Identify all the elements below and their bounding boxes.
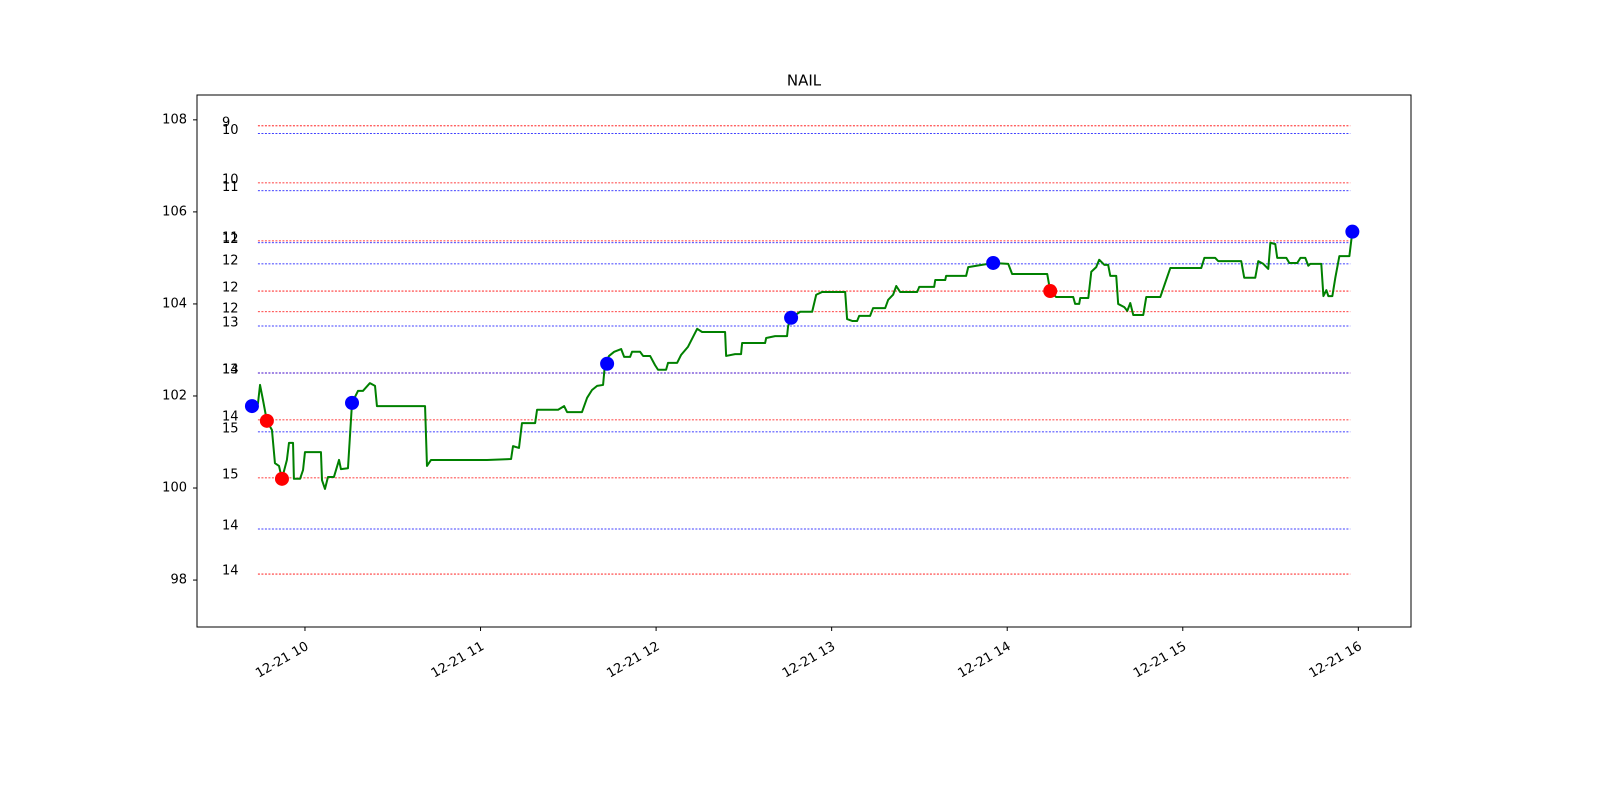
y-tick-label: 108 [162, 112, 187, 127]
level-label: 12 [222, 253, 239, 268]
signal-marker [259, 413, 274, 428]
signal-marker [345, 395, 360, 410]
level-label: 12 [222, 301, 239, 316]
level-label: 10 [222, 172, 239, 187]
y-tick-label: 100 [162, 481, 187, 496]
price-line [251, 231, 1354, 490]
level-label: 9 [222, 115, 230, 130]
y-tick-label: 106 [162, 204, 187, 219]
signal-marker [244, 399, 259, 414]
level-label: 14 [222, 564, 239, 579]
y-tick-label: 104 [162, 296, 187, 311]
y-tick-label: 98 [170, 573, 187, 588]
signal-marker [784, 310, 799, 325]
level-label: 12 [222, 281, 239, 296]
level-label: 13 [222, 316, 239, 331]
plot-frame [196, 94, 1412, 628]
signal-marker [986, 255, 1001, 270]
level-label: 14 [222, 518, 239, 533]
level-label: 15 [222, 421, 239, 436]
level-label: 12 [222, 232, 239, 247]
signal-marker [1043, 284, 1058, 299]
level-label: 13 [222, 362, 239, 377]
signal-marker [600, 356, 615, 371]
chart-title: NAIL [787, 72, 822, 90]
level-label: 11 [222, 180, 239, 195]
level-label: 14 [222, 409, 239, 424]
signal-marker [1345, 224, 1360, 239]
level-label: 15 [222, 467, 239, 482]
level-label: 14 [222, 362, 239, 377]
level-label: 11 [222, 230, 239, 245]
y-tick-label: 102 [162, 388, 187, 403]
level-label: 10 [222, 123, 239, 138]
signal-marker [274, 471, 289, 486]
